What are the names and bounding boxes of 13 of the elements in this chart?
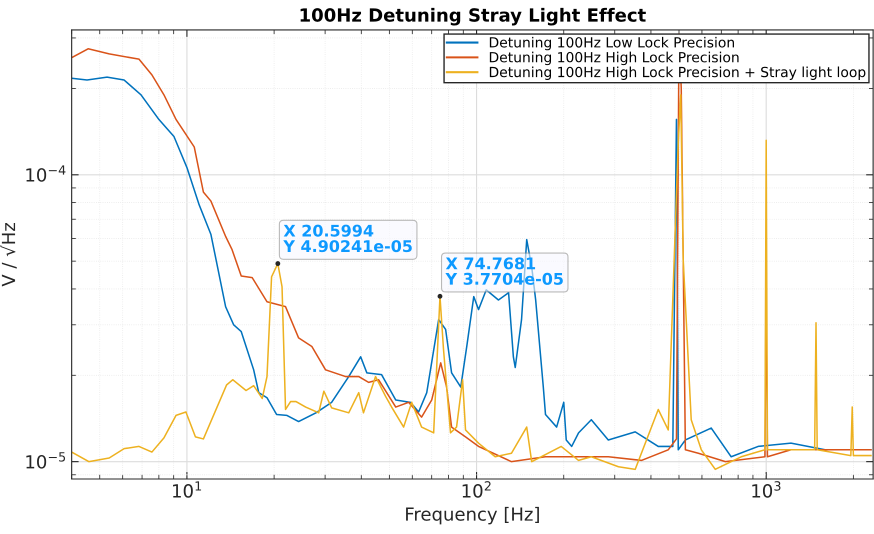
y-tick-label: 10$^{−5}$ xyxy=(26,452,66,469)
annotation: X 74.7681 Y 3.7704e-05 xyxy=(445,257,563,285)
x-tick-label: 10$^{1}$ xyxy=(173,481,202,498)
x-axis-title: Frequency [Hz] xyxy=(406,506,539,524)
legend-label: Detuning 100Hz Low Lock Precision xyxy=(490,36,734,50)
legend-label: Detuning 100Hz High Lock Precision xyxy=(490,52,739,66)
x-tick-label: 10$^{3}$ xyxy=(752,481,780,498)
y-axis-title: V / √Hz xyxy=(0,222,17,287)
y-tick-label: 10$^{−4}$ xyxy=(26,165,66,182)
x-tick-label: 10$^{2}$ xyxy=(462,481,491,498)
annotation: X 20.5994 Y 4.90241e-05 xyxy=(283,224,412,252)
legend-label: Detuning 100Hz High Lock Precision + Stray light loop xyxy=(490,66,866,80)
chart-title: 100Hz Detuning Stray Light Effect xyxy=(300,8,646,26)
